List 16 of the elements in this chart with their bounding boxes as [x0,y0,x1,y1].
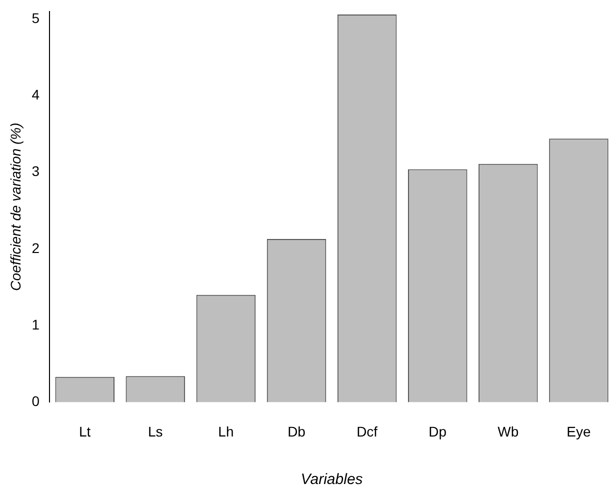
y-tick-label: 5 [32,10,40,26]
x-tick-label: Eye [566,423,591,440]
x-tick-label: Dp [428,423,447,440]
y-tick-label: 0 [32,393,40,410]
y-tick-label: 3 [32,163,40,180]
y-tick-label: 1 [32,316,40,332]
y-axis-title: Coefficient de variation (%) [7,122,24,291]
x-tick-label: Lt [79,423,91,440]
x-tick-label: Db [288,423,306,440]
x-tick-label: Lh [218,423,234,440]
y-tick-label: 2 [32,240,40,256]
x-tick-label: Wb [498,423,519,440]
x-axis-title: Variables [300,471,364,488]
y-tick-label: 4 [32,86,40,103]
x-tick-label: Ls [148,423,163,440]
x-tick-label: Dcf [356,423,378,440]
